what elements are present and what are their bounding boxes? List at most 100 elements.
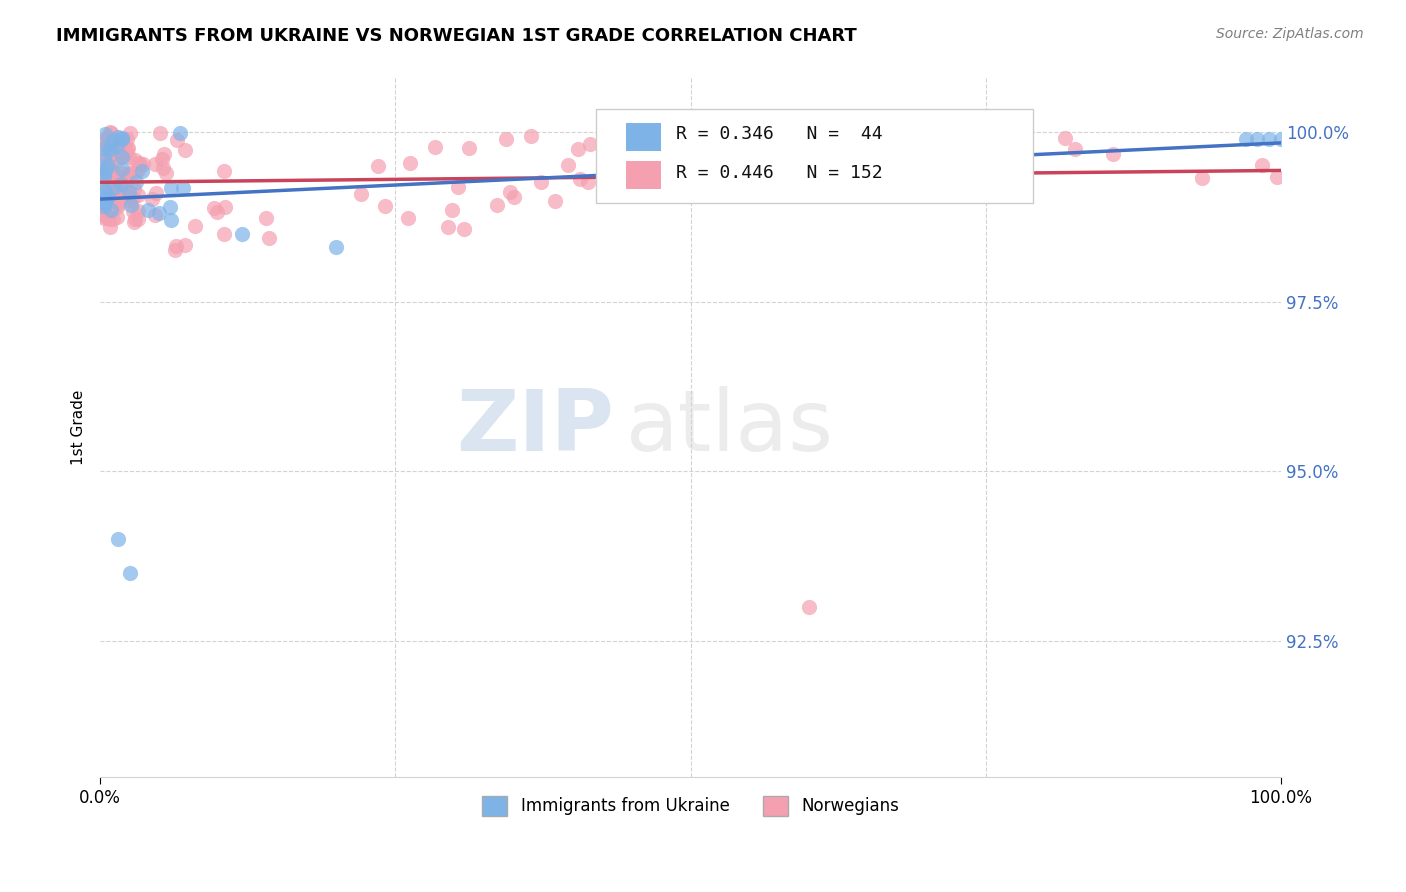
Point [817,127,839,141]
Point [93,199,115,213]
Text: R = 0.346   N =  44: R = 0.346 N = 44 [676,125,883,143]
Point [93,209,115,223]
Point [567,142,589,156]
Point [94,191,117,205]
Point [110,140,132,154]
Point [893,128,915,142]
Point [143,156,166,170]
Point [922,164,945,178]
Point [93,134,115,148]
Point [93,164,115,178]
Point [1234,131,1257,145]
Point [94,127,117,141]
Point [1270,131,1292,145]
Point [155,166,177,180]
Point [153,147,176,161]
Point [160,213,183,227]
Point [105,138,128,153]
Point [499,186,522,200]
Point [529,175,551,189]
Point [97,157,120,171]
Point [399,155,422,169]
Point [111,161,134,176]
Point [128,157,150,171]
Point [845,155,868,169]
Point [1054,130,1077,145]
Point [93,211,115,225]
Point [127,187,149,202]
Point [172,181,194,195]
Point [718,136,741,150]
Point [118,190,141,204]
Point [205,205,228,219]
Point [112,138,135,153]
Point [128,156,150,170]
Point [104,189,127,203]
Point [441,202,464,217]
Point [93,207,115,221]
Point [97,170,120,185]
Point [1063,142,1085,156]
Point [174,238,197,252]
Point [148,206,170,220]
Text: ZIP: ZIP [456,385,614,468]
Point [103,165,125,179]
Point [557,158,579,172]
Point [1102,147,1125,161]
Point [103,212,125,227]
Point [257,231,280,245]
Point [374,199,396,213]
Legend: Immigrants from Ukraine, Norwegians: Immigrants from Ukraine, Norwegians [474,788,907,824]
Point [837,171,859,186]
Point [100,162,122,177]
Point [105,200,128,214]
Point [104,142,127,156]
Point [110,177,132,191]
Point [212,164,235,178]
Point [118,185,141,199]
Point [183,219,205,233]
Point [124,212,146,227]
Point [94,139,117,153]
Point [93,207,115,221]
Point [136,203,159,218]
Point [103,133,125,147]
FancyBboxPatch shape [626,161,661,189]
Point [111,177,134,191]
Point [94,148,117,162]
Point [111,183,134,197]
Point [98,125,121,139]
Point [797,600,820,615]
Point [97,186,120,200]
Text: Source: ZipAtlas.com: Source: ZipAtlas.com [1216,27,1364,41]
Point [396,211,419,225]
Point [115,145,138,160]
Point [457,141,479,155]
Point [105,210,128,224]
Point [145,186,167,201]
Point [93,141,115,155]
Point [122,215,145,229]
Point [97,136,120,150]
Point [792,144,814,158]
Point [107,532,129,546]
Point [159,200,181,214]
Point [325,240,347,254]
Point [100,140,122,154]
Point [100,202,122,217]
Point [101,177,124,191]
Point [108,197,131,211]
Point [1250,158,1272,172]
Point [100,182,122,196]
Point [117,168,139,182]
Point [105,192,128,206]
Point [108,179,131,194]
Point [976,166,998,180]
Point [900,126,922,140]
Point [254,211,277,226]
Point [1258,131,1281,145]
Point [806,131,828,145]
Point [579,136,602,151]
Point [131,164,153,178]
Point [202,201,225,215]
